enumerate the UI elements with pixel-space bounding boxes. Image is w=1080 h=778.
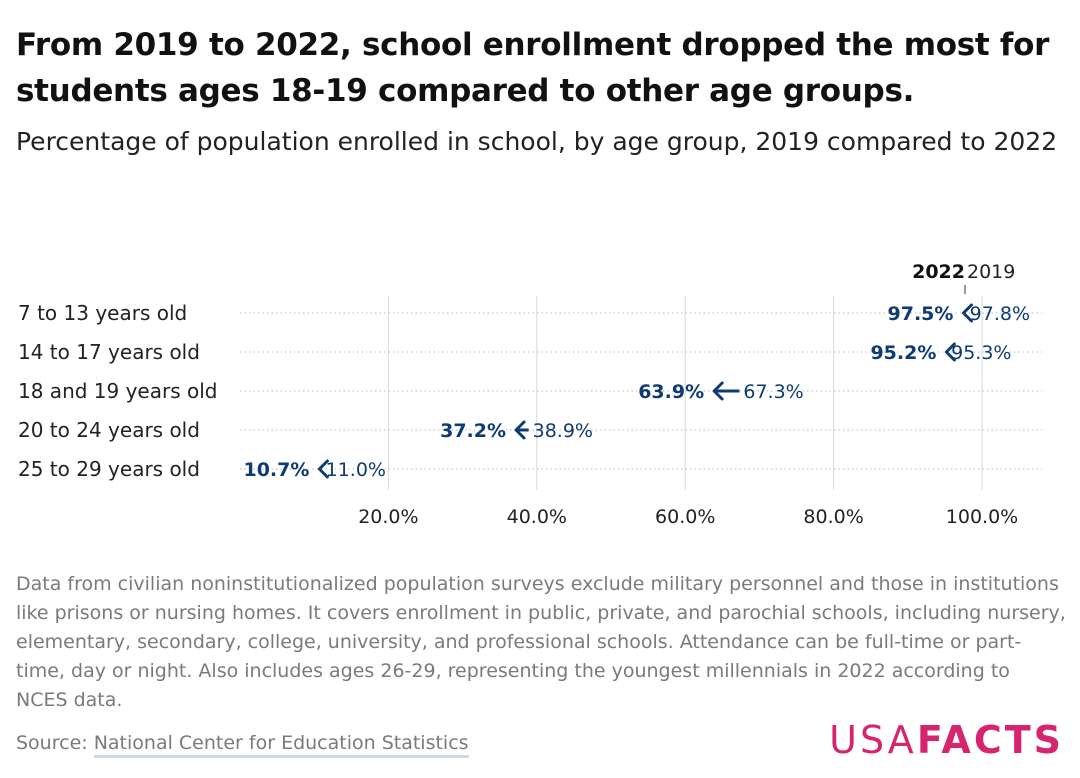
category-label: 18 and 19 years old — [18, 379, 217, 403]
source-prefix: Source: — [16, 732, 94, 754]
label-2022: 10.7% — [243, 459, 309, 481]
label-2019: 67.3% — [743, 381, 803, 403]
legend-2022: 2022 — [912, 261, 965, 283]
category-label: 14 to 17 years old — [18, 340, 200, 364]
category-label: 25 to 29 years old — [18, 457, 200, 481]
chart-note: Data from civilian noninstitutionalized … — [16, 573, 1066, 711]
label-2022: 95.2% — [870, 342, 936, 364]
source-line: Source: National Center for Education St… — [16, 732, 469, 758]
label-2022: 37.2% — [440, 420, 506, 442]
x-tick-label: 20.0% — [358, 506, 418, 528]
source-link[interactable]: National Center for Education Statistics — [93, 732, 469, 758]
arrow-head — [317, 459, 329, 479]
logo-part-usa: USA — [829, 718, 917, 762]
chart-subtitle: Percentage of population enrolled in sch… — [16, 127, 1058, 156]
label-2022: 63.9% — [638, 381, 704, 403]
arrow-head — [944, 342, 956, 362]
chart-title: From 2019 to 2022, school enrollment dro… — [16, 27, 1050, 109]
label-2022: 97.5% — [888, 303, 954, 325]
x-tick-label: 60.0% — [655, 506, 715, 528]
logo-part-facts: FACTS — [916, 718, 1064, 762]
label-2019: 38.9% — [533, 420, 593, 442]
label-2019: 95.3% — [951, 342, 1011, 364]
x-tick-label: 100.0% — [946, 506, 1018, 528]
arrow-chart: 20.0% 40.0% 60.0% 80.0% 100.0% 2022 2019 7 to 1… — [18, 261, 1042, 528]
x-tick-label: 40.0% — [507, 506, 567, 528]
usafacts-logo: USAFACTS — [829, 718, 1064, 762]
category-label: 7 to 13 years old — [18, 301, 187, 325]
x-tick-label: 80.0% — [803, 506, 863, 528]
legend-2019: 2019 — [967, 261, 1015, 283]
arrow-head — [514, 420, 526, 440]
label-2019: 97.8% — [970, 303, 1030, 325]
label-2019: 11.0% — [326, 459, 386, 481]
arrow-head — [961, 303, 973, 323]
arrow-head — [712, 381, 724, 401]
category-label: 20 to 24 years old — [18, 418, 200, 442]
